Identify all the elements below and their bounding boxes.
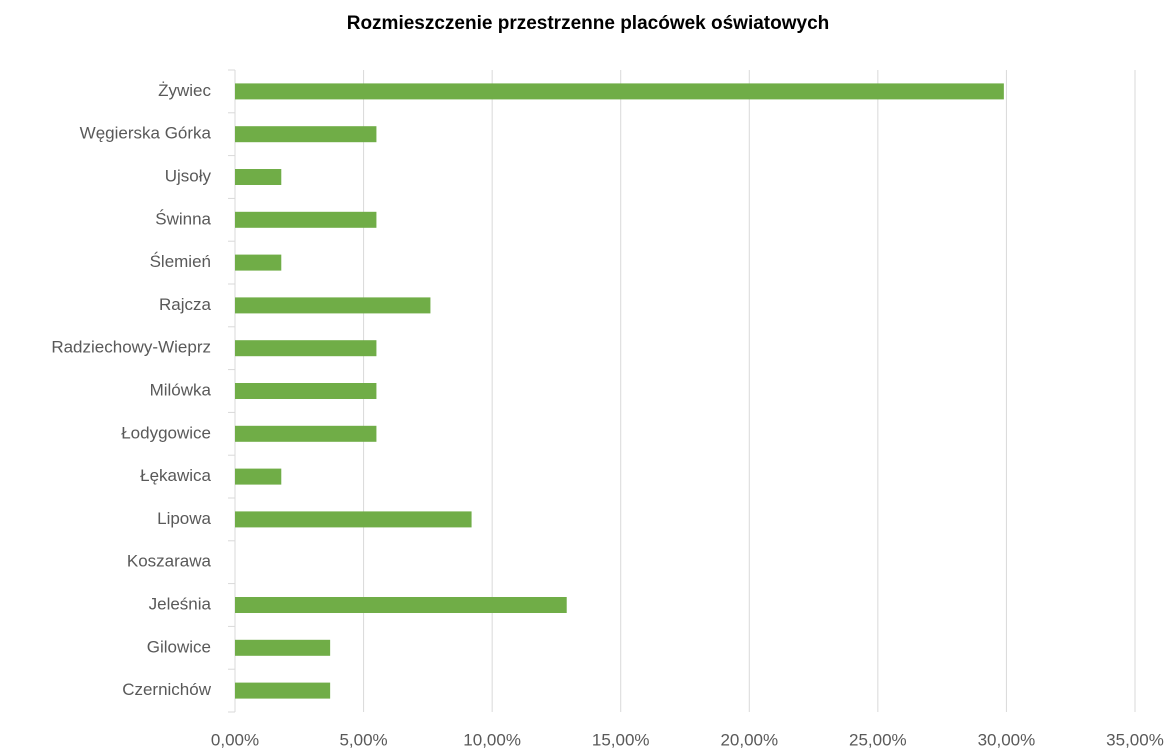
y-tick-label: Radziechowy-Wieprz [51, 338, 211, 357]
bar [235, 639, 331, 656]
bar [235, 383, 377, 399]
x-tick-label: 25,00% [849, 730, 907, 749]
bar [235, 597, 567, 613]
bar [235, 126, 377, 143]
x-tick-label: 10,00% [463, 730, 521, 749]
bar [235, 169, 282, 185]
y-tick-label: Jeleśnia [149, 594, 212, 613]
bar [235, 425, 377, 442]
y-tick-label: Ujsoły [165, 166, 212, 185]
bar [235, 297, 431, 314]
y-tick-label: Ślemień [150, 252, 211, 271]
y-tick-label: Lipowa [157, 509, 211, 528]
bar [235, 83, 1004, 100]
y-tick-label: Łękawica [140, 466, 211, 485]
y-tick-label: Gilowice [147, 637, 211, 656]
bar [235, 682, 331, 699]
bar [235, 511, 472, 528]
y-tick-label: Czernichów [122, 680, 212, 699]
y-tick-label: Świnna [155, 209, 211, 228]
bar [235, 340, 377, 357]
bar [235, 254, 282, 271]
x-tick-label: 30,00% [978, 730, 1036, 749]
bar [235, 468, 282, 485]
y-tick-label: Węgierska Górka [80, 124, 212, 143]
x-tick-label: 5,00% [339, 730, 387, 749]
y-tick-label: Koszarawa [127, 552, 212, 571]
x-tick-label: 15,00% [592, 730, 650, 749]
y-tick-label: Milówka [150, 380, 212, 399]
bar [235, 211, 377, 228]
x-tick-label: 0,00% [211, 730, 259, 749]
y-tick-label: Rajcza [159, 295, 212, 314]
y-tick-label: Łodygowice [121, 423, 211, 442]
y-tick-label: Żywiec [158, 81, 211, 100]
x-tick-label: 35,00% [1106, 730, 1164, 749]
chart-title: Rozmieszczenie przestrzenne placówek ośw… [347, 13, 830, 34]
x-tick-label: 20,00% [720, 730, 778, 749]
